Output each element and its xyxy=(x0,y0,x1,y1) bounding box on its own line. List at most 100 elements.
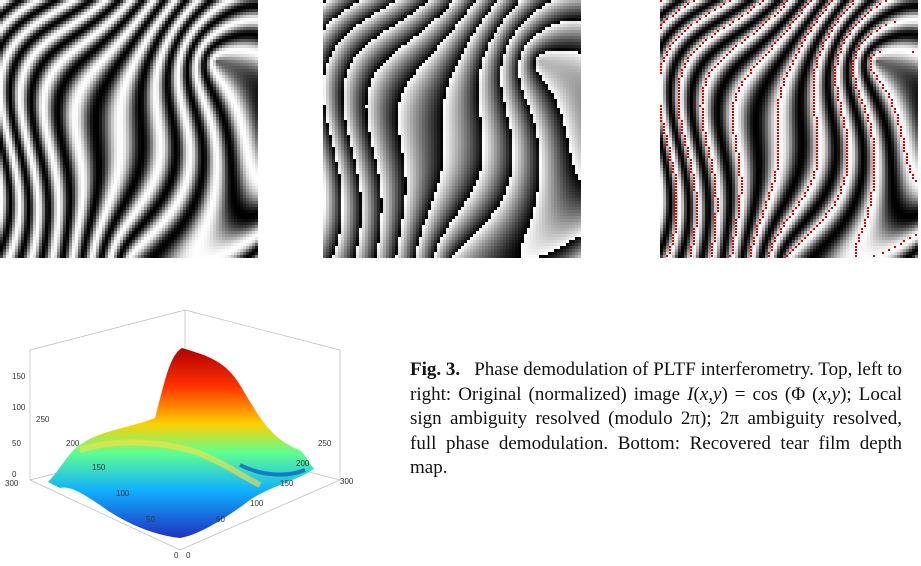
pixel xyxy=(249,156,252,159)
pixel xyxy=(51,45,54,48)
pixel xyxy=(72,141,75,144)
pixel xyxy=(141,102,144,105)
pixel xyxy=(9,129,12,132)
pixel xyxy=(213,117,216,120)
pixel xyxy=(54,162,57,165)
pixel xyxy=(180,168,183,171)
pixel xyxy=(63,42,66,45)
pixel xyxy=(114,144,117,147)
pixel xyxy=(204,117,207,120)
pixel xyxy=(186,0,189,3)
pixel xyxy=(255,45,258,48)
pixel xyxy=(120,48,123,51)
pixel xyxy=(222,9,225,12)
pixel xyxy=(90,90,93,93)
pixel xyxy=(99,129,102,132)
pixel xyxy=(90,45,93,48)
pixel xyxy=(126,33,129,36)
pixel xyxy=(243,18,246,21)
pixel xyxy=(36,18,39,21)
pixel xyxy=(135,87,138,90)
pixel xyxy=(66,48,69,51)
pixel xyxy=(234,84,237,87)
pixel xyxy=(252,111,255,114)
pixel xyxy=(237,105,240,108)
pixel xyxy=(147,24,150,27)
pixel xyxy=(135,138,138,141)
pixel xyxy=(84,159,87,162)
pixel xyxy=(72,144,75,147)
pixel xyxy=(231,72,234,75)
pixel xyxy=(6,156,9,159)
pixel xyxy=(45,9,48,12)
pixel xyxy=(201,162,204,165)
pixel xyxy=(69,141,72,144)
pixel xyxy=(126,129,129,132)
pixel xyxy=(69,6,72,9)
pixel xyxy=(75,96,78,99)
pixel xyxy=(18,99,21,102)
pixel xyxy=(12,48,15,51)
pixel xyxy=(186,141,189,144)
pixel xyxy=(174,78,177,81)
pixel xyxy=(93,66,96,69)
pixel xyxy=(18,42,21,45)
pixel xyxy=(192,141,195,144)
pixel xyxy=(57,45,60,48)
pixel xyxy=(105,93,108,96)
pixel xyxy=(141,6,144,9)
pixel xyxy=(177,66,180,69)
pixel xyxy=(183,168,186,171)
pixel xyxy=(123,33,126,36)
pixel xyxy=(234,3,237,6)
pixel xyxy=(222,54,225,57)
pixel xyxy=(33,36,36,39)
pixel xyxy=(162,93,165,96)
pixel xyxy=(21,51,24,54)
pixel xyxy=(195,102,198,105)
pixel xyxy=(84,36,87,39)
pixel xyxy=(102,162,105,165)
pixel xyxy=(228,135,231,138)
pixel xyxy=(93,78,96,81)
pixel xyxy=(36,150,39,153)
pixel xyxy=(159,90,162,93)
pixel xyxy=(234,39,237,42)
pixel xyxy=(249,69,252,72)
pixel xyxy=(132,0,135,3)
pixel xyxy=(60,15,63,18)
pixel xyxy=(180,150,183,153)
pixel xyxy=(18,12,21,15)
pixel xyxy=(81,168,84,171)
pixel xyxy=(237,111,240,114)
pixel xyxy=(132,93,135,96)
pixel xyxy=(57,120,60,123)
pixel xyxy=(138,135,141,138)
pixel xyxy=(69,36,72,39)
pixel xyxy=(114,33,117,36)
pixel xyxy=(63,60,66,63)
pixel xyxy=(192,162,195,165)
pixel xyxy=(153,99,156,102)
pixel xyxy=(60,75,63,78)
pixel xyxy=(213,24,216,27)
pixel xyxy=(231,81,234,84)
pixel xyxy=(174,165,177,168)
pixel xyxy=(108,126,111,129)
pixel xyxy=(201,156,204,159)
pixel xyxy=(54,84,57,87)
pixel xyxy=(216,153,219,156)
pixel xyxy=(69,99,72,102)
pixel xyxy=(180,171,183,174)
pixel xyxy=(66,150,69,153)
pixel xyxy=(168,126,171,129)
pixel xyxy=(210,12,213,15)
pixel xyxy=(9,9,12,12)
pixel xyxy=(72,36,75,39)
pixel xyxy=(195,42,198,45)
pixel xyxy=(126,102,129,105)
pixel xyxy=(108,153,111,156)
pixel xyxy=(96,15,99,18)
pixel xyxy=(246,54,249,57)
pixel xyxy=(39,72,42,75)
